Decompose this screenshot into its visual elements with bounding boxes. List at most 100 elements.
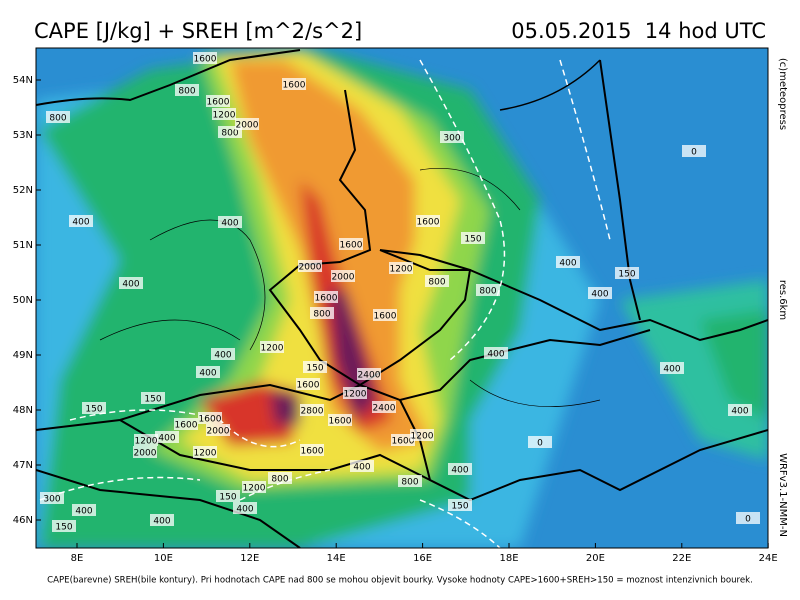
- contour-label: 1600: [283, 81, 306, 91]
- lon-tick-label: 12E: [240, 553, 259, 564]
- title: CAPE [J/kg] + SREH [m^2/s^2]: [34, 19, 362, 43]
- field: [36, 48, 768, 548]
- contour-label-bg: [282, 78, 306, 90]
- contour-label-bg: [448, 499, 472, 511]
- contour-label: 1600: [194, 55, 217, 65]
- lat-tick-label: 54N: [13, 75, 33, 86]
- contour-label-bg: [660, 362, 684, 374]
- contour-label: 2000: [332, 273, 355, 283]
- contour-label-bg: [69, 215, 93, 227]
- contour-label-bg: [242, 481, 266, 493]
- contour-label-bg: [303, 361, 327, 373]
- contour-label-bg: [328, 414, 352, 426]
- datetime: 05.05.2015 14 hod UTC: [511, 19, 766, 43]
- contour-label-bg: [331, 270, 355, 282]
- contour-label: 1600: [207, 98, 230, 108]
- contour-label: 1600: [374, 312, 397, 322]
- contour-label: 400: [591, 290, 608, 300]
- contour-label: 150: [219, 493, 236, 503]
- contour-label-bg: [416, 215, 440, 227]
- contour-label: 400: [122, 280, 139, 290]
- contour-label: 800: [271, 475, 288, 485]
- contour-label-bg: [343, 387, 367, 399]
- copyright: (c)meteopress: [777, 58, 788, 130]
- lon-tick-label: 18E: [499, 553, 518, 564]
- contour-label-bg: [398, 475, 422, 487]
- contour-label-bg: [155, 431, 179, 443]
- contour-label-bg: [52, 520, 76, 532]
- contour-label-bg: [373, 309, 397, 321]
- contour-label-bg: [235, 118, 259, 130]
- contour-label: 800: [479, 287, 496, 297]
- contour-label: 300: [443, 134, 460, 144]
- contour-label: 1600: [301, 447, 324, 457]
- contour-label: 150: [144, 395, 161, 405]
- contour-label: 800: [428, 278, 445, 288]
- contour-label-bg: [150, 514, 174, 526]
- contour-label: 400: [72, 218, 89, 228]
- contour-label-bg: [476, 284, 500, 296]
- contour-label-bg: [72, 504, 96, 516]
- contour-label-bg: [300, 444, 324, 456]
- footer-note: CAPE(barevne) SREH(bile kontury). Pri ho…: [47, 576, 753, 586]
- contour-label-bg: [260, 341, 284, 353]
- contour-label-bg: [357, 368, 381, 380]
- lon-tick-label: 16E: [413, 553, 432, 564]
- contour-label-bg: [46, 111, 70, 123]
- contour-label-bg: [211, 348, 235, 360]
- contour-label-bg: [736, 512, 760, 524]
- contour-label-bg: [198, 412, 222, 424]
- contour-label-bg: [300, 404, 324, 416]
- contour-label-bg: [82, 402, 106, 414]
- contour-label: 400: [153, 517, 170, 527]
- contour-label-bg: [615, 267, 639, 279]
- contour-label: 1600: [297, 381, 320, 391]
- contour-label: 150: [306, 364, 323, 374]
- contour-label-bg: [206, 95, 230, 107]
- contour-label-bg: [175, 84, 199, 96]
- contour-label: 400: [199, 369, 216, 379]
- contour-label: 400: [487, 350, 504, 360]
- contour-label: 150: [55, 523, 72, 533]
- contour-label-bg: [425, 275, 449, 287]
- contour-label: 400: [221, 219, 238, 229]
- contour-label-bg: [448, 463, 472, 475]
- contour-label-bg: [206, 424, 230, 436]
- contour-label-bg: [410, 429, 434, 441]
- contour-label: 1600: [175, 421, 198, 431]
- contour-label: 0: [745, 515, 751, 525]
- contour-label: 800: [221, 129, 238, 139]
- model: WRFv3.1-NMM-N: [777, 453, 788, 537]
- map-frame: [35, 47, 769, 549]
- contour-label: 1200: [344, 390, 367, 400]
- contour-label-bg: [218, 216, 242, 228]
- contour-label: 1200: [390, 265, 413, 275]
- lon-tick-label: 10E: [154, 553, 173, 564]
- contour-label-bg: [314, 291, 338, 303]
- contour-label-bg: [372, 401, 396, 413]
- lon-tick-label: 24E: [759, 553, 778, 564]
- contour-label-bg: [119, 277, 143, 289]
- contour-label-bg: [141, 392, 165, 404]
- contour-label: 400: [214, 351, 231, 361]
- contour-label: 150: [451, 502, 468, 512]
- lon-tick-label: 8E: [71, 553, 84, 564]
- lon-tick-label: 14E: [327, 553, 346, 564]
- lat-tick-label: 47N: [13, 460, 33, 471]
- contour-label: 0: [691, 148, 697, 158]
- contour-label: 1600: [199, 415, 222, 425]
- contour-label-bg: [212, 108, 236, 120]
- contour-label: 1200: [213, 111, 236, 121]
- lat-tick-label: 52N: [13, 185, 33, 196]
- contour-label: 150: [85, 405, 102, 415]
- resolution: res.6km: [777, 280, 788, 320]
- contour-label: 1600: [340, 241, 363, 251]
- contour-label-bg: [350, 460, 374, 472]
- contour-label-bg: [233, 502, 257, 514]
- lat-tick-label: 51N: [13, 240, 33, 251]
- lat-tick-label: 53N: [13, 130, 33, 141]
- contour-label: 1600: [329, 417, 352, 427]
- contour-label: 800: [313, 310, 330, 320]
- contour-label: 2000: [299, 263, 322, 273]
- contour-label-bg: [196, 366, 220, 378]
